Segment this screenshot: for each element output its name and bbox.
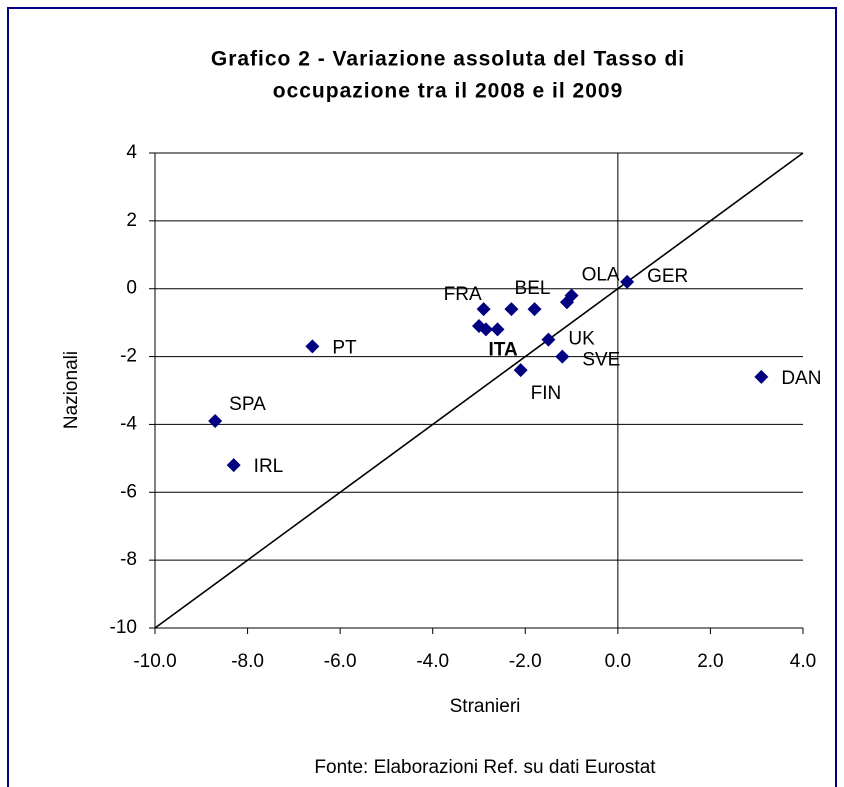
point-label: FRA bbox=[444, 284, 482, 305]
y-tick-label: -2 bbox=[120, 346, 137, 367]
point-label: IRL bbox=[254, 456, 284, 477]
source-note: Fonte: Elaborazioni Ref. su dati Eurosta… bbox=[314, 757, 656, 778]
y-axis-label: Nazionali bbox=[61, 351, 82, 429]
point bbox=[541, 332, 556, 347]
point-label: DAN bbox=[781, 368, 821, 389]
point bbox=[478, 322, 493, 337]
x-tick-label: -6.0 bbox=[324, 651, 357, 672]
point bbox=[513, 363, 528, 378]
point bbox=[476, 302, 491, 317]
point bbox=[226, 458, 241, 473]
y-tick-label: 2 bbox=[126, 210, 137, 231]
chart-title: Grafico 2 - Variazione assoluta del Tass… bbox=[211, 48, 685, 71]
x-tick-label: -2.0 bbox=[509, 651, 542, 672]
point bbox=[504, 302, 519, 317]
point-label: PT bbox=[332, 337, 357, 358]
x-tick-label: -8.0 bbox=[231, 651, 264, 672]
x-tick-label: 2.0 bbox=[697, 651, 723, 672]
y-tick-label: 4 bbox=[126, 142, 137, 163]
x-tick-label: 0.0 bbox=[605, 651, 631, 672]
point-label: SPA bbox=[229, 394, 266, 415]
point-label: FIN bbox=[531, 383, 562, 404]
point-label: SVE bbox=[582, 350, 620, 371]
point bbox=[527, 302, 542, 317]
y-tick-label: 0 bbox=[126, 278, 137, 299]
x-tick-label: -4.0 bbox=[416, 651, 449, 672]
point-label: UK bbox=[568, 329, 595, 350]
y-tick-label: -10 bbox=[110, 617, 137, 638]
point bbox=[490, 322, 505, 337]
point-label: GER bbox=[647, 266, 688, 287]
point bbox=[208, 414, 223, 429]
x-tick-label: 4.0 bbox=[790, 651, 816, 672]
point bbox=[754, 369, 769, 384]
point bbox=[559, 295, 574, 310]
diagonal bbox=[154, 152, 804, 629]
chart-subtitle: occupazione tra il 2008 e il 2009 bbox=[273, 80, 624, 103]
point bbox=[620, 274, 635, 289]
point-label: BEL bbox=[515, 278, 551, 299]
x-tick-label: -10.0 bbox=[133, 651, 176, 672]
y-tick-label: -4 bbox=[120, 413, 137, 434]
point bbox=[305, 339, 320, 354]
point-label: ITA bbox=[489, 339, 518, 360]
y-tick-label: -8 bbox=[120, 549, 137, 570]
frame bbox=[7, 7, 837, 787]
point bbox=[555, 349, 570, 364]
x-axis-label: Stranieri bbox=[450, 696, 521, 717]
y-tick-label: -6 bbox=[120, 481, 137, 502]
point-label: OLA bbox=[582, 265, 620, 286]
